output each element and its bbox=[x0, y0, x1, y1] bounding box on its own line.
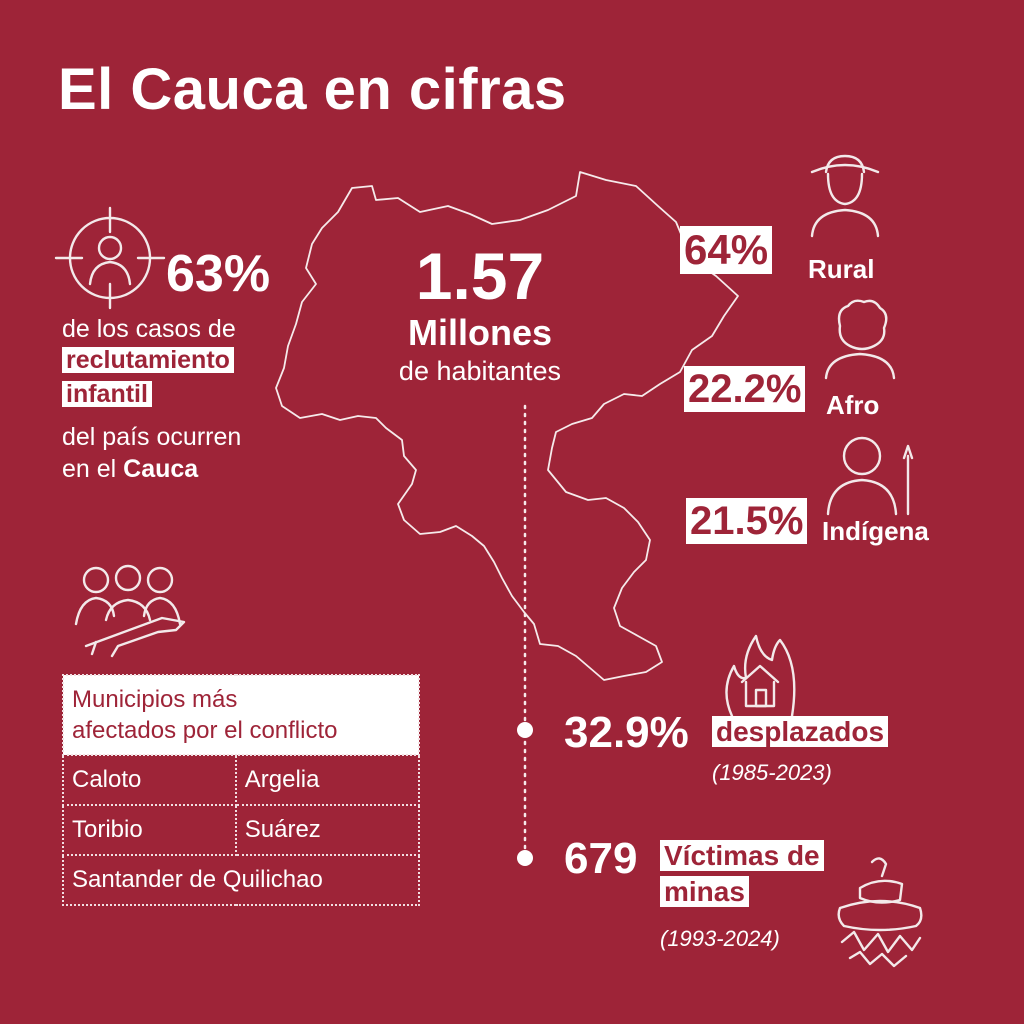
recruitment-line3-bold: Cauca bbox=[123, 455, 199, 483]
municipality-cell: Santander de Quilichao bbox=[62, 854, 420, 906]
municipality-cell: Suárez bbox=[234, 804, 421, 856]
rural-value: 64% bbox=[680, 226, 773, 275]
mines-label1: Víctimas de bbox=[660, 840, 824, 872]
municipalities-header: Municipios más afectados por el conflict… bbox=[62, 674, 420, 756]
recruitment-highlight-row1: reclutamiento bbox=[62, 346, 234, 375]
afro-label: Afro bbox=[826, 390, 880, 420]
population-unit: Millones bbox=[407, 312, 553, 353]
municipality-cell: Toribio bbox=[62, 804, 237, 856]
indigenous-value-box: 21.5% bbox=[686, 498, 808, 544]
municipality-cell: Argelia bbox=[234, 754, 421, 806]
population-value: 1.57 bbox=[415, 239, 545, 313]
burning-house-icon bbox=[725, 634, 796, 718]
rural-label: Rural bbox=[808, 254, 875, 284]
recruitment-highlight-row2: infantil bbox=[62, 380, 152, 409]
recruitment-highlight2: infantil bbox=[62, 381, 152, 407]
crosshair-person-icon bbox=[54, 206, 166, 310]
displaced-label-box: desplazados bbox=[712, 716, 889, 748]
mines-label2-box: minas bbox=[660, 876, 749, 908]
population-label: de habitantes bbox=[398, 356, 562, 386]
mines-label2: minas bbox=[660, 876, 749, 908]
table-row: Toribio Suárez bbox=[62, 804, 421, 856]
municipalities-header-line1: Municipios más bbox=[72, 686, 238, 713]
afro-person-icon bbox=[824, 299, 896, 380]
mines-range: (1993-2024) bbox=[660, 926, 780, 951]
rural-value-box: 64% bbox=[680, 226, 773, 275]
recruitment-line3-prefix: en el bbox=[62, 455, 117, 483]
mines-value: 679 bbox=[564, 834, 638, 883]
mines-label1-box: Víctimas de bbox=[660, 840, 824, 872]
displaced-label: desplazados bbox=[712, 716, 889, 748]
armed-group-icon bbox=[74, 564, 186, 658]
recruitment-value: 63% bbox=[166, 245, 271, 303]
table-row: Caloto Argelia bbox=[62, 754, 421, 806]
municipalities-header-line2: afectados por el conflicto bbox=[72, 717, 338, 744]
indigenous-value: 21.5% bbox=[686, 498, 808, 544]
recruitment-line2: del país ocurren bbox=[62, 423, 242, 451]
municipalities-table: Municipios más afectados por el conflict… bbox=[62, 674, 421, 906]
municipality-cell: Caloto bbox=[62, 754, 237, 806]
table-row: Santander de Quilichao bbox=[62, 854, 420, 906]
afro-value-box: 22.2% bbox=[684, 366, 806, 412]
afro-value: 22.2% bbox=[684, 366, 806, 412]
landmine-icon bbox=[837, 857, 923, 968]
table-row: Municipios más afectados por el conflict… bbox=[62, 674, 420, 756]
page-title: El Cauca en cifras bbox=[58, 57, 567, 122]
indigenous-label: Indígena bbox=[822, 516, 929, 546]
indigenous-person-icon bbox=[826, 436, 914, 516]
recruitment-highlight1: reclutamiento bbox=[62, 347, 234, 373]
farmer-hat-icon bbox=[810, 154, 880, 238]
displaced-range: (1985-2023) bbox=[712, 760, 832, 785]
recruitment-line3: en el Cauca bbox=[62, 452, 198, 486]
dotted-timeline bbox=[517, 404, 533, 866]
displaced-value: 32.9% bbox=[564, 708, 689, 757]
recruitment-line1: de los casos de bbox=[62, 315, 236, 343]
